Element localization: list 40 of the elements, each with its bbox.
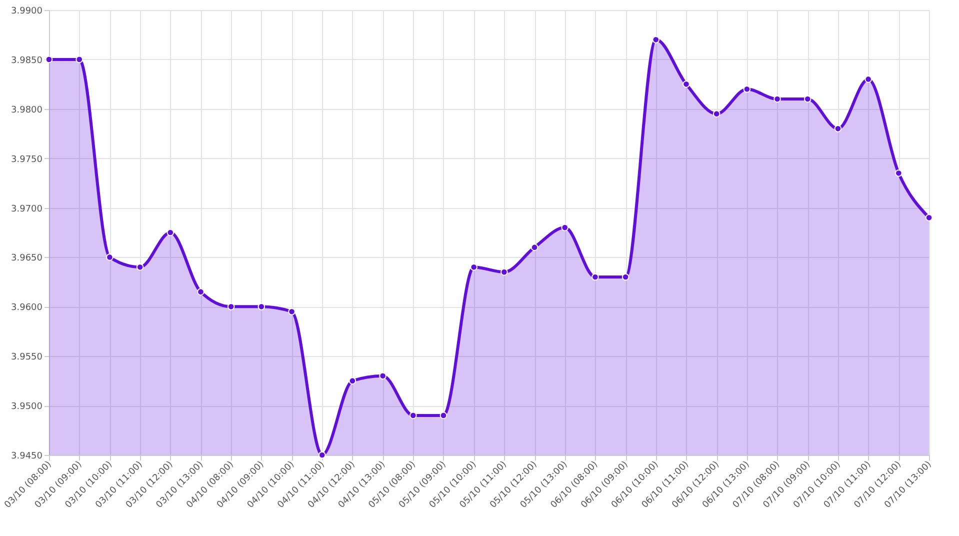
point	[622, 273, 630, 281]
y-tick-label: 3.9500	[11, 402, 43, 412]
point	[409, 412, 417, 420]
point	[682, 80, 690, 88]
point	[864, 76, 872, 83]
y-tick-label: 3.9450	[11, 452, 43, 462]
point	[318, 451, 326, 459]
point	[470, 263, 478, 271]
y-tick-label: 3.9850	[11, 56, 43, 66]
point	[197, 288, 204, 296]
point	[774, 95, 781, 103]
point	[652, 36, 660, 44]
point	[136, 263, 144, 271]
point	[379, 372, 386, 380]
point	[592, 273, 599, 281]
point	[561, 224, 569, 232]
point	[894, 170, 902, 177]
y-tick-label: 3.9600	[11, 303, 43, 314]
point	[227, 303, 235, 310]
y-tick-label: 3.9750	[11, 154, 43, 165]
point	[925, 214, 933, 222]
point	[500, 268, 508, 276]
point	[106, 254, 114, 261]
point	[440, 412, 448, 420]
point	[166, 228, 174, 236]
point	[530, 244, 538, 251]
point	[712, 110, 720, 118]
y-tick-label: 3.9550	[11, 352, 43, 363]
y-tick-label: 3.9800	[11, 105, 43, 116]
point	[743, 85, 751, 93]
point	[76, 56, 84, 64]
point	[348, 377, 356, 384]
y-tick-label: 3.9650	[11, 254, 43, 264]
point	[45, 56, 53, 64]
y-tick-label: 3.9700	[11, 204, 43, 214]
point	[834, 125, 842, 132]
point	[258, 303, 266, 310]
y-tick-label: 3.9900	[11, 6, 43, 16]
point	[804, 95, 812, 103]
point	[288, 308, 296, 316]
